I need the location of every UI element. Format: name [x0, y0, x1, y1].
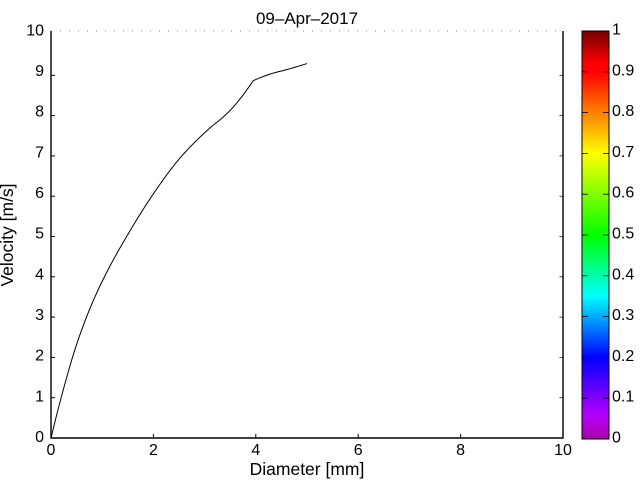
svg-text:09–Apr–2017: 09–Apr–2017 — [256, 9, 358, 28]
svg-text:0.4: 0.4 — [612, 266, 634, 283]
svg-text:6: 6 — [35, 185, 44, 202]
svg-text:0: 0 — [612, 430, 621, 447]
svg-text:0.8: 0.8 — [612, 103, 634, 120]
svg-text:0.5: 0.5 — [612, 226, 634, 243]
svg-text:0.9: 0.9 — [612, 62, 634, 79]
svg-text:Diameter [mm]: Diameter [mm] — [250, 459, 365, 479]
svg-text:8: 8 — [35, 104, 44, 121]
svg-text:6: 6 — [354, 442, 363, 459]
svg-text:1: 1 — [35, 388, 44, 405]
svg-text:9: 9 — [35, 63, 44, 80]
svg-text:10: 10 — [554, 442, 572, 459]
svg-text:4: 4 — [251, 442, 260, 459]
svg-text:0.1: 0.1 — [612, 389, 634, 406]
svg-text:0.6: 0.6 — [612, 185, 634, 202]
svg-text:0.3: 0.3 — [612, 307, 634, 324]
svg-text:4: 4 — [35, 266, 44, 283]
svg-text:Velocity [m/s]: Velocity [m/s] — [0, 183, 17, 286]
svg-text:1: 1 — [612, 22, 621, 39]
svg-text:3: 3 — [35, 307, 44, 324]
svg-text:10: 10 — [26, 22, 44, 39]
svg-text:0.2: 0.2 — [612, 348, 634, 365]
svg-text:2: 2 — [35, 348, 44, 365]
svg-text:2: 2 — [149, 442, 158, 459]
svg-text:8: 8 — [456, 442, 465, 459]
svg-text:0.7: 0.7 — [612, 144, 634, 161]
svg-text:7: 7 — [35, 144, 44, 161]
svg-text:5: 5 — [35, 226, 44, 243]
svg-text:0: 0 — [47, 442, 56, 459]
svg-text:0: 0 — [35, 429, 44, 446]
